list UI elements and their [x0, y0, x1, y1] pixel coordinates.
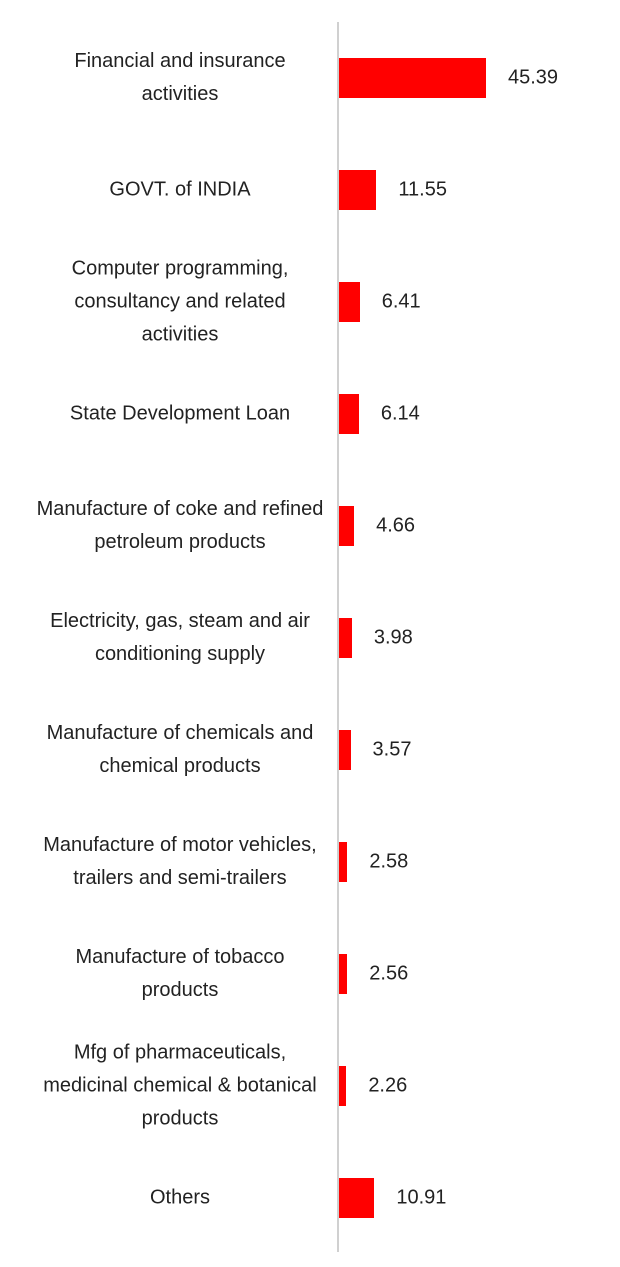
bar — [339, 58, 486, 98]
category-label: State Development Loan — [69, 402, 291, 425]
category-label: GOVT. of INDIA — [109, 178, 251, 201]
category-label: Electricity, gas, steam and air conditio… — [50, 610, 310, 665]
bar — [339, 1178, 375, 1218]
value-label: 4.66 — [376, 514, 416, 537]
value-label: 3.98 — [373, 626, 413, 649]
bar — [339, 170, 377, 210]
category-label: Manufacture of tobacco products — [75, 946, 285, 1001]
bar — [339, 394, 359, 434]
value-label: 3.57 — [372, 738, 412, 761]
category-label: Manufacture of chemicals and chemical pr… — [46, 722, 314, 777]
bar — [339, 1066, 347, 1106]
bar — [339, 282, 360, 322]
value-label: 10.91 — [396, 1186, 447, 1209]
value-label: 6.14 — [380, 402, 420, 425]
bar — [339, 506, 355, 546]
value-label: 2.26 — [368, 1074, 408, 1097]
category-label: Mfg of pharmaceuticals, medicinal chemic… — [43, 1041, 317, 1130]
bar — [339, 618, 352, 658]
category-label: Computer programming, consultancy and re… — [71, 257, 289, 346]
value-label: 11.55 — [398, 178, 447, 201]
category-label: Manufacture of coke and refined petroleu… — [36, 498, 324, 553]
value-label: 6.41 — [381, 290, 421, 313]
value-label: 2.58 — [369, 850, 409, 873]
value-label: 45.39 — [508, 66, 559, 89]
category-label: Financial and insurance activities — [74, 50, 286, 105]
value-label: 2.56 — [369, 962, 409, 985]
bar — [339, 730, 351, 770]
category-label: Manufacture of motor vehicles, trailers … — [43, 834, 317, 889]
bar — [339, 842, 348, 882]
category-label: Others — [149, 1186, 211, 1209]
bar — [339, 954, 348, 994]
axis-line — [337, 22, 339, 1252]
